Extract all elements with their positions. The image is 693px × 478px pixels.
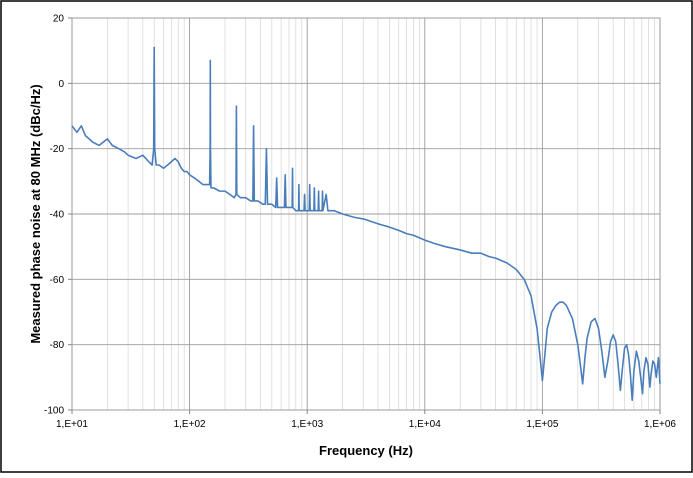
x-tick-label: 1,E+01 (56, 419, 88, 430)
y-tick-label: -100 (44, 406, 64, 417)
y-axis-title: Measured phase noise at 80 MHz (dBc/Hz) (28, 84, 43, 343)
y-tick-label: -80 (50, 340, 65, 351)
y-tick-label: 0 (58, 79, 64, 90)
x-tick-label: 1,E+05 (526, 419, 558, 430)
x-axis-title: Frequency (Hz) (319, 443, 413, 458)
phase-noise-series-line (71, 46, 661, 401)
y-tick-label: -40 (50, 210, 65, 221)
y-tick-label: -60 (50, 275, 65, 286)
x-axis-ticks: 1,E+01 1,E+02 1,E+03 1,E+04 1,E+05 1,E+06 (56, 410, 676, 430)
x-tick-label: 1,E+06 (644, 419, 676, 430)
y-tick-label: -20 (50, 144, 65, 155)
y-tick-label: 20 (53, 14, 65, 25)
x-tick-label: 1,E+03 (291, 419, 323, 430)
x-tick-label: 1,E+02 (174, 419, 206, 430)
y-axis-ticks: 20 0 -20 -40 -60 -80 -100 (44, 14, 72, 417)
x-tick-label: 1,E+04 (409, 419, 441, 430)
